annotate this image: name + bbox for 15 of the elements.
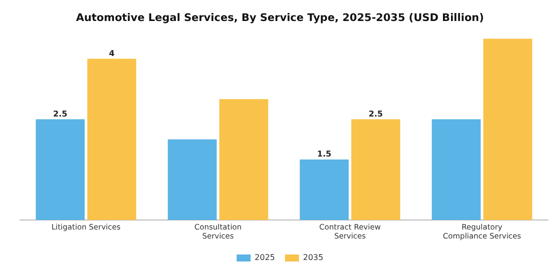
data-label: 1.5 bbox=[317, 150, 332, 159]
chart-title: Automotive Legal Services, By Service Type, 2025-2035 (USD Billion) bbox=[76, 12, 484, 24]
bar bbox=[36, 119, 85, 220]
bar bbox=[483, 38, 532, 220]
legend-label: 2035 bbox=[303, 253, 324, 262]
bar bbox=[300, 160, 349, 220]
data-label: 2.5 bbox=[53, 109, 68, 118]
legend-label: 2025 bbox=[254, 253, 275, 262]
data-label: 4 bbox=[108, 48, 115, 58]
bar bbox=[87, 58, 136, 220]
bar bbox=[351, 119, 400, 220]
bar bbox=[219, 99, 268, 220]
bar bbox=[432, 119, 481, 220]
bar bbox=[168, 139, 217, 220]
data-label: 2.5 bbox=[368, 109, 384, 118]
